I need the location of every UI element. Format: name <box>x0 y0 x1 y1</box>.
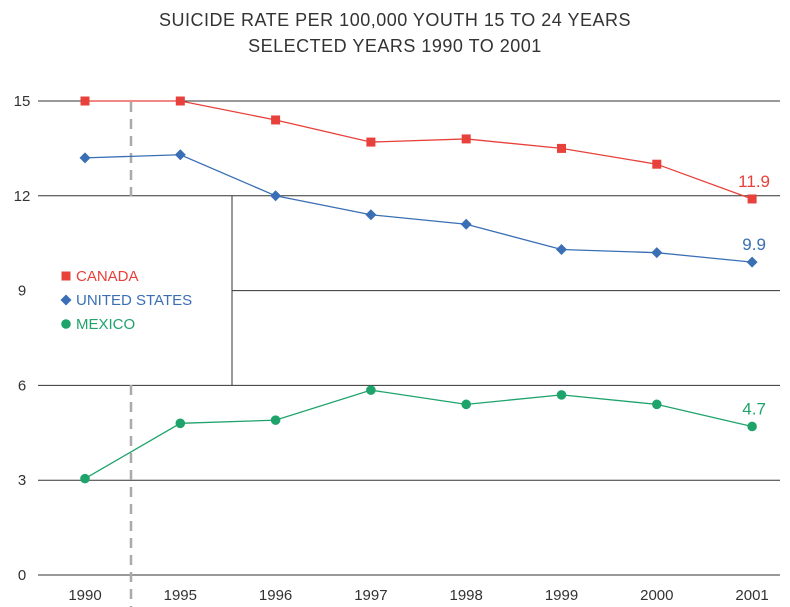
data-point <box>461 134 471 144</box>
x-tick-label: 2000 <box>640 587 673 604</box>
series-mexico: 4.7 <box>80 385 766 484</box>
data-point <box>365 209 377 221</box>
legend-marker <box>60 294 72 306</box>
data-label: 9.9 <box>742 235 766 254</box>
x-tick-label: 2001 <box>735 587 768 604</box>
data-point <box>80 473 90 484</box>
data-point <box>651 247 663 259</box>
x-tick-label: 1990 <box>68 587 101 604</box>
data-point <box>557 143 566 153</box>
legend-marker <box>61 319 71 329</box>
data-point <box>175 96 185 106</box>
x-axis-ticks: 1990 1995 1996 1997 1998 1999 2000 2001 <box>68 587 768 604</box>
x-tick-label: 1996 <box>259 587 292 604</box>
data-point <box>366 137 376 147</box>
gridlines <box>38 100 780 576</box>
x-tick-label: 1999 <box>545 587 578 604</box>
data-point <box>174 149 186 161</box>
data-point <box>79 152 91 164</box>
chart-subtitle: SELECTED YEARS 1990 TO 2001 <box>248 36 542 56</box>
data-label: 4.7 <box>742 399 766 418</box>
series-united-states: 9.9 <box>79 149 766 268</box>
data-point <box>460 218 472 230</box>
data-point <box>747 194 757 204</box>
series-line <box>84 389 753 480</box>
y-axis-ticks: 0 3 6 9 12 15 <box>14 93 31 584</box>
y-tick-label: 9 <box>18 283 26 300</box>
data-point <box>556 244 567 256</box>
data-point <box>270 190 282 202</box>
y-tick-label: 0 <box>18 567 26 584</box>
data-point <box>271 115 281 125</box>
y-tick-label: 15 <box>14 93 31 110</box>
series-layer: 11.9 9.9 4.7 <box>79 96 770 484</box>
data-label: 11.9 <box>738 172 770 191</box>
legend-marker <box>61 271 71 281</box>
x-tick-label: 1998 <box>450 587 483 604</box>
data-point <box>746 256 758 268</box>
chart-title: SUICIDE RATE PER 100,000 YOUTH 15 TO 24 … <box>158 10 632 30</box>
legend-label: CANADA <box>76 268 139 285</box>
series-line <box>84 154 753 263</box>
series-canada: 11.9 <box>80 96 770 204</box>
data-point <box>556 390 567 400</box>
data-point <box>80 96 90 106</box>
data-point <box>366 385 376 395</box>
data-point <box>461 399 472 410</box>
y-tick-label: 12 <box>14 188 31 205</box>
x-tick-label: 1995 <box>164 587 197 604</box>
data-point <box>652 399 662 410</box>
legend-label: UNITED STATES <box>76 292 192 309</box>
y-tick-label: 3 <box>18 472 26 489</box>
data-point <box>747 421 757 432</box>
x-tick-label: 1997 <box>354 587 387 604</box>
legend: CANADA UNITED STATES MEXICO <box>60 268 192 333</box>
data-point <box>652 159 662 169</box>
y-tick-label: 6 <box>18 377 26 394</box>
series-line <box>85 100 753 200</box>
data-point <box>175 418 186 429</box>
legend-label: MEXICO <box>76 316 135 333</box>
data-point <box>270 415 281 425</box>
